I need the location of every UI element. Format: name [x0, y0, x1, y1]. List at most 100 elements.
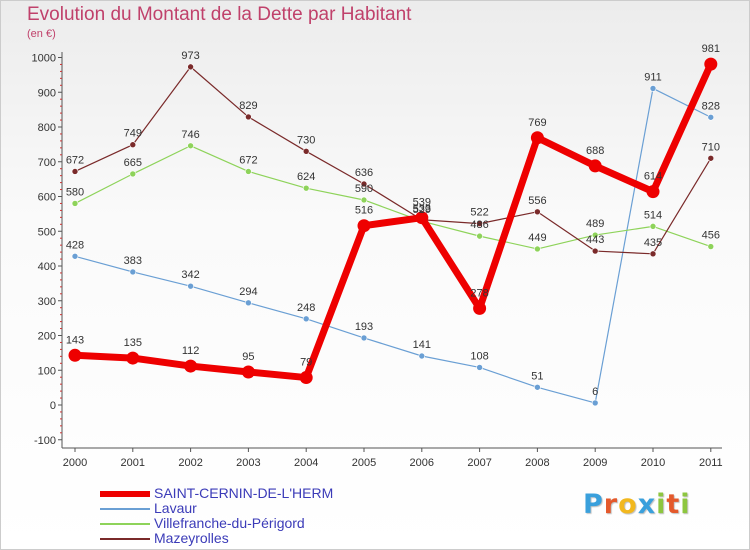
data-label-0: 516: [355, 205, 373, 217]
data-label-3: 522: [470, 207, 488, 219]
y-tick-label: -100: [34, 435, 56, 447]
series-point-3: [707, 154, 715, 162]
series-point-1: [302, 315, 310, 323]
x-tick-label: 2004: [294, 457, 318, 469]
data-label-3: 533: [413, 203, 431, 215]
series-point-1: [476, 364, 483, 371]
y-tick-label: 0: [50, 400, 56, 412]
y-tick-label: 900: [38, 87, 56, 99]
x-tick-label: 2006: [410, 457, 434, 469]
series-point-3: [129, 141, 137, 149]
series-point-2: [360, 196, 368, 204]
legend-item: SAINT-CERNIN-DE-L'HERM: [100, 486, 400, 501]
series-point-0: [473, 301, 487, 315]
data-label-2: 746: [181, 129, 199, 141]
series-point-2: [707, 243, 715, 250]
data-label-2: 665: [124, 157, 142, 169]
series-point-0: [68, 348, 82, 362]
series-point-2: [71, 200, 79, 207]
data-label-0: 688: [586, 145, 604, 157]
x-tick-label: 2009: [583, 457, 607, 469]
data-label-2: 486: [470, 219, 488, 231]
legend-item: Villefranche-du-Périgord: [100, 516, 400, 531]
legend-swatch: [100, 491, 150, 497]
x-tick-label: 2008: [525, 457, 549, 469]
logo-letter: P: [583, 489, 604, 520]
legend-swatch: [100, 523, 150, 525]
proxiti-logo: Proxiti: [583, 489, 691, 520]
series-point-3: [649, 250, 657, 258]
data-label-3: 435: [644, 237, 662, 249]
series-line-3: [74, 66, 712, 255]
data-label-0: 981: [702, 43, 720, 55]
series-point-3: [71, 168, 79, 175]
data-label-3: 730: [297, 134, 315, 146]
chart-axes: -100 0 100 200 300 400 500 600 700 800 900 1000 2000…: [32, 52, 723, 469]
logo-letter: o: [618, 489, 638, 520]
data-label-0: 278: [470, 287, 488, 299]
data-label-3: 443: [586, 234, 604, 246]
series-point-1: [129, 268, 137, 276]
data-label-2: 672: [239, 154, 257, 166]
legend-item: Lavaur: [100, 501, 400, 516]
data-label-1: 6: [592, 386, 598, 398]
data-label-1: 108: [470, 350, 488, 362]
series-point-1: [534, 383, 541, 391]
data-label-0: 79: [300, 357, 312, 369]
x-tick-label: 2001: [121, 457, 145, 469]
data-label-2: 624: [297, 171, 315, 183]
legend-label: Villefranche-du-Périgord: [154, 515, 305, 531]
data-label-2: 514: [644, 209, 662, 221]
series-point-2: [302, 184, 310, 192]
x-tick-label: 2005: [352, 457, 376, 469]
chart-title: Evolution du Montant de la Dette par Hab…: [27, 4, 412, 25]
x-tick-label: 2010: [641, 457, 665, 469]
data-label-1: 911: [644, 71, 662, 83]
legend-item: Mazeyrolles: [100, 531, 400, 546]
series-point-3: [187, 63, 194, 71]
data-label-1: 51: [531, 370, 543, 382]
data-label-0: 143: [66, 334, 84, 346]
series-point-1: [591, 399, 599, 407]
series-point-1: [187, 282, 194, 290]
data-label-2: 590: [355, 183, 373, 195]
series-point-2: [534, 245, 541, 253]
series-point-0: [126, 351, 140, 365]
logo-letter: t: [666, 489, 681, 520]
x-tick-label: 2007: [467, 457, 491, 469]
y-tick-label: 300: [38, 296, 56, 308]
series-point-1: [418, 352, 426, 360]
series-point-3: [476, 220, 483, 227]
series-point-1: [245, 299, 252, 307]
series-point-3: [534, 208, 541, 216]
data-label-1: 294: [239, 286, 257, 298]
data-label-0: 539: [413, 197, 431, 209]
data-label-1: 342: [181, 269, 199, 281]
series-point-2: [649, 223, 657, 230]
data-label-3: 556: [528, 195, 546, 207]
x-tick-label: 2011: [699, 457, 723, 469]
legend-swatch: [100, 508, 150, 510]
data-label-2: 449: [528, 232, 546, 244]
logo-letter: x: [637, 489, 657, 520]
series-point-0: [184, 359, 198, 373]
series-point-1: [71, 252, 79, 260]
series-point-0: [530, 131, 544, 145]
chart-legend: SAINT-CERNIN-DE-L'HERM Lavaur Villefranche…: [100, 486, 400, 546]
data-label-2: 456: [702, 230, 720, 242]
data-label-3: 829: [239, 100, 257, 112]
series-point-2: [591, 231, 599, 239]
data-label-1: 383: [124, 255, 142, 267]
legend-swatch: [100, 538, 150, 540]
legend-label: Mazeyrolles: [154, 530, 229, 546]
data-label-0: 112: [182, 345, 200, 357]
data-label-1: 141: [413, 339, 431, 351]
data-label-1: 828: [702, 100, 720, 112]
y-tick-label: 200: [38, 331, 56, 343]
legend-label: SAINT-CERNIN-DE-L'HERM: [154, 485, 334, 501]
series-point-0: [415, 211, 429, 225]
series-point-2: [245, 168, 252, 175]
data-label-0: 614: [644, 171, 662, 183]
logo-letter: r: [603, 489, 619, 520]
